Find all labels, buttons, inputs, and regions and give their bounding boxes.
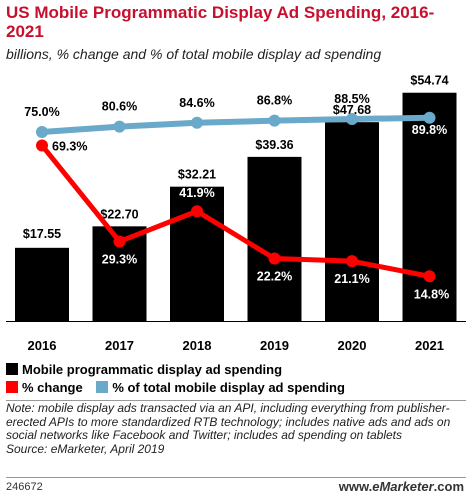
legend-label-bars: Mobile programmatic display ad spending [22,362,283,377]
chart-id: 246672 [6,481,43,493]
legend-item-change: % change [6,380,83,396]
brand-prefix: www. [338,479,373,494]
legend-swatch-share [96,381,109,393]
change-point-2021 [423,270,436,283]
legend-item-bars: Mobile programmatic display ad spending [6,362,282,378]
change-value-label-2019: 22.2% [257,270,292,284]
x-tick-label-2020: 2020 [338,338,367,353]
chart-title: US Mobile Programmatic Display Ad Spendi… [6,3,435,41]
brand-link[interactable]: www.eMarketer.com [339,479,464,494]
bar-value-label-2016: $17.55 [23,227,61,241]
share-point-2018 [191,116,203,129]
share-value-label-2019: 86.8% [257,94,292,108]
share-point-2021 [423,111,436,124]
x-tick-label-2017: 2017 [105,338,134,353]
legend-label-change: % change [22,380,83,395]
bar-2021 [402,92,457,322]
brand-suffix: .com [433,479,464,494]
change-value-label-2018: 41.9% [179,186,214,200]
bar-value-label-2018: $32.21 [178,168,216,182]
share-point-2019 [268,114,281,127]
legend-label-share: % of total mobile display ad spending [112,380,345,395]
bar-2020 [325,122,379,321]
share-line [41,114,430,135]
share-point-2020 [346,113,358,126]
bar-value-label-2020: $47.68 [333,103,371,117]
share-value-label-2018: 84.6% [179,96,214,110]
legend-row-1: Mobile programmatic display ad spending [6,362,292,378]
x-tick-label-2016: 2016 [28,338,57,353]
change-point-2018 [191,205,203,218]
bar-2019 [247,156,302,321]
source-text: Source: eMarketer, April 2019 [6,441,165,456]
legend-swatch-change [6,381,18,393]
share-value-label-2016: 75.0% [24,105,59,119]
legend-item-share: % of total mobile display ad spending [96,380,345,396]
share-point-2016 [36,126,48,138]
share-point-2017 [113,120,126,133]
share-value-label-2021: 89.8% [412,123,447,137]
bar-2016 [15,247,69,321]
bar-value-label-2017: $22.70 [100,207,138,221]
change-line [40,143,430,279]
legend-row-2: % change % of total mobile display ad sp… [6,380,355,396]
change-point-2019 [268,252,281,265]
note-text: Note: mobile display ads transacted via … [6,401,451,442]
change-value-label-2017: 29.3% [102,252,137,266]
change-point-2016 [36,139,48,152]
change-value-label-2016: 69.3% [52,139,87,153]
note-divider [6,400,466,401]
x-tick-label-2018: 2018 [183,338,212,353]
footer-divider [6,477,466,478]
chart-note: Note: mobile display ads transacted via … [6,401,468,456]
brand-name: eMarketer [372,479,434,494]
chart-subtitle: billions, % change and % of total mobile… [6,46,382,62]
x-tick-label-2021: 2021 [415,338,444,353]
change-point-2020 [346,255,358,268]
x-tick-label-2019: 2019 [260,338,289,353]
bar-value-label-2021: $54.74 [410,74,448,88]
legend-swatch-bars [6,363,18,375]
change-value-label-2020: 21.1% [334,272,369,286]
share-value-label-2017: 80.6% [102,100,137,114]
share-value-label-2020: 88.5% [334,92,369,106]
bar-value-label-2019: $39.36 [255,138,293,152]
change-value-label-2021: 14.8% [414,287,449,301]
change-point-2017 [113,235,126,248]
